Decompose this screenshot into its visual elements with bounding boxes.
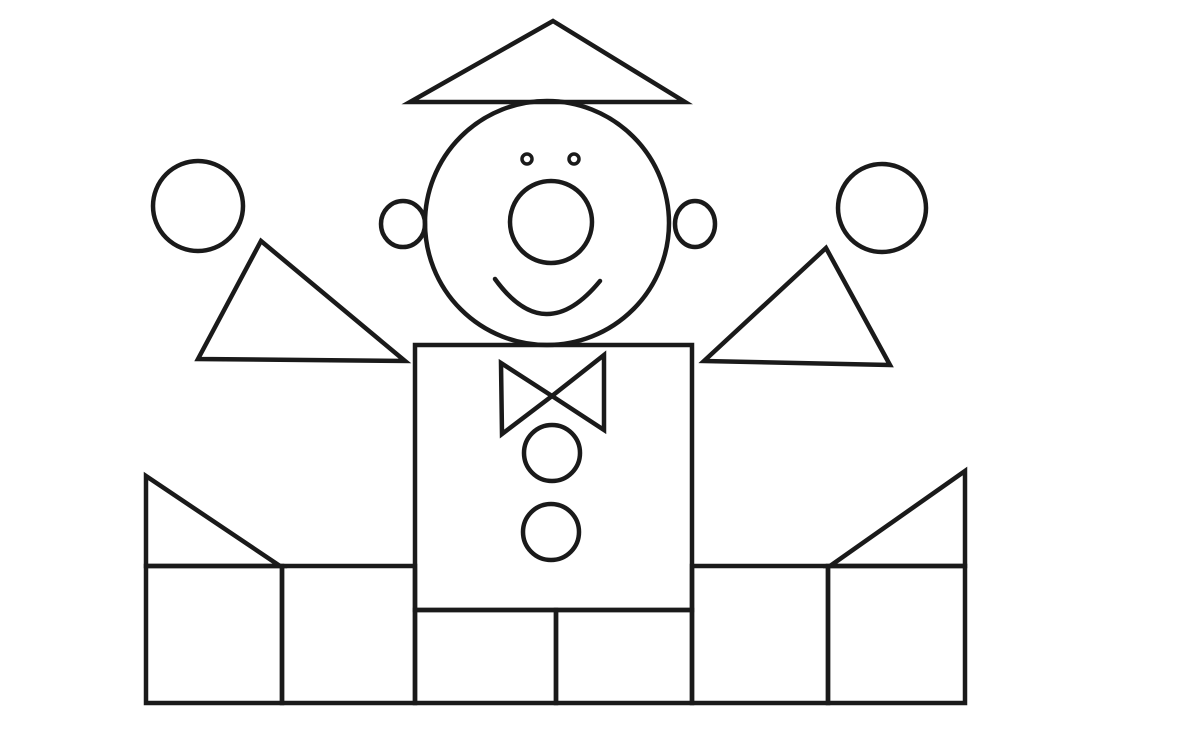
right-hand-circle xyxy=(835,161,929,255)
hat-triangle xyxy=(401,18,693,105)
left-ear-circle xyxy=(378,198,428,250)
right-foot-triangle xyxy=(822,466,968,569)
leg-square-4 xyxy=(553,607,695,706)
upper-button-circle xyxy=(521,422,583,484)
leg-square-2 xyxy=(279,563,418,706)
bow-tie-right-triangle xyxy=(548,350,607,435)
right-eye-circle xyxy=(567,152,581,166)
lower-button-circle xyxy=(520,501,582,563)
left-arm-triangle xyxy=(194,237,412,364)
leg-square-5 xyxy=(689,563,831,706)
body-square xyxy=(412,342,695,613)
leg-square-1 xyxy=(143,563,285,706)
left-eye-circle xyxy=(520,152,534,166)
bow-tie-left-triangle xyxy=(498,358,556,439)
leg-square-6 xyxy=(825,563,968,706)
nose-circle xyxy=(507,178,595,266)
smile-arc xyxy=(492,276,603,317)
left-foot-triangle xyxy=(143,471,288,569)
left-hand-circle xyxy=(150,158,246,254)
right-ear-circle xyxy=(672,198,718,250)
head-circle xyxy=(422,98,672,348)
leg-square-3 xyxy=(412,607,559,706)
right-arm-triangle xyxy=(698,244,894,368)
